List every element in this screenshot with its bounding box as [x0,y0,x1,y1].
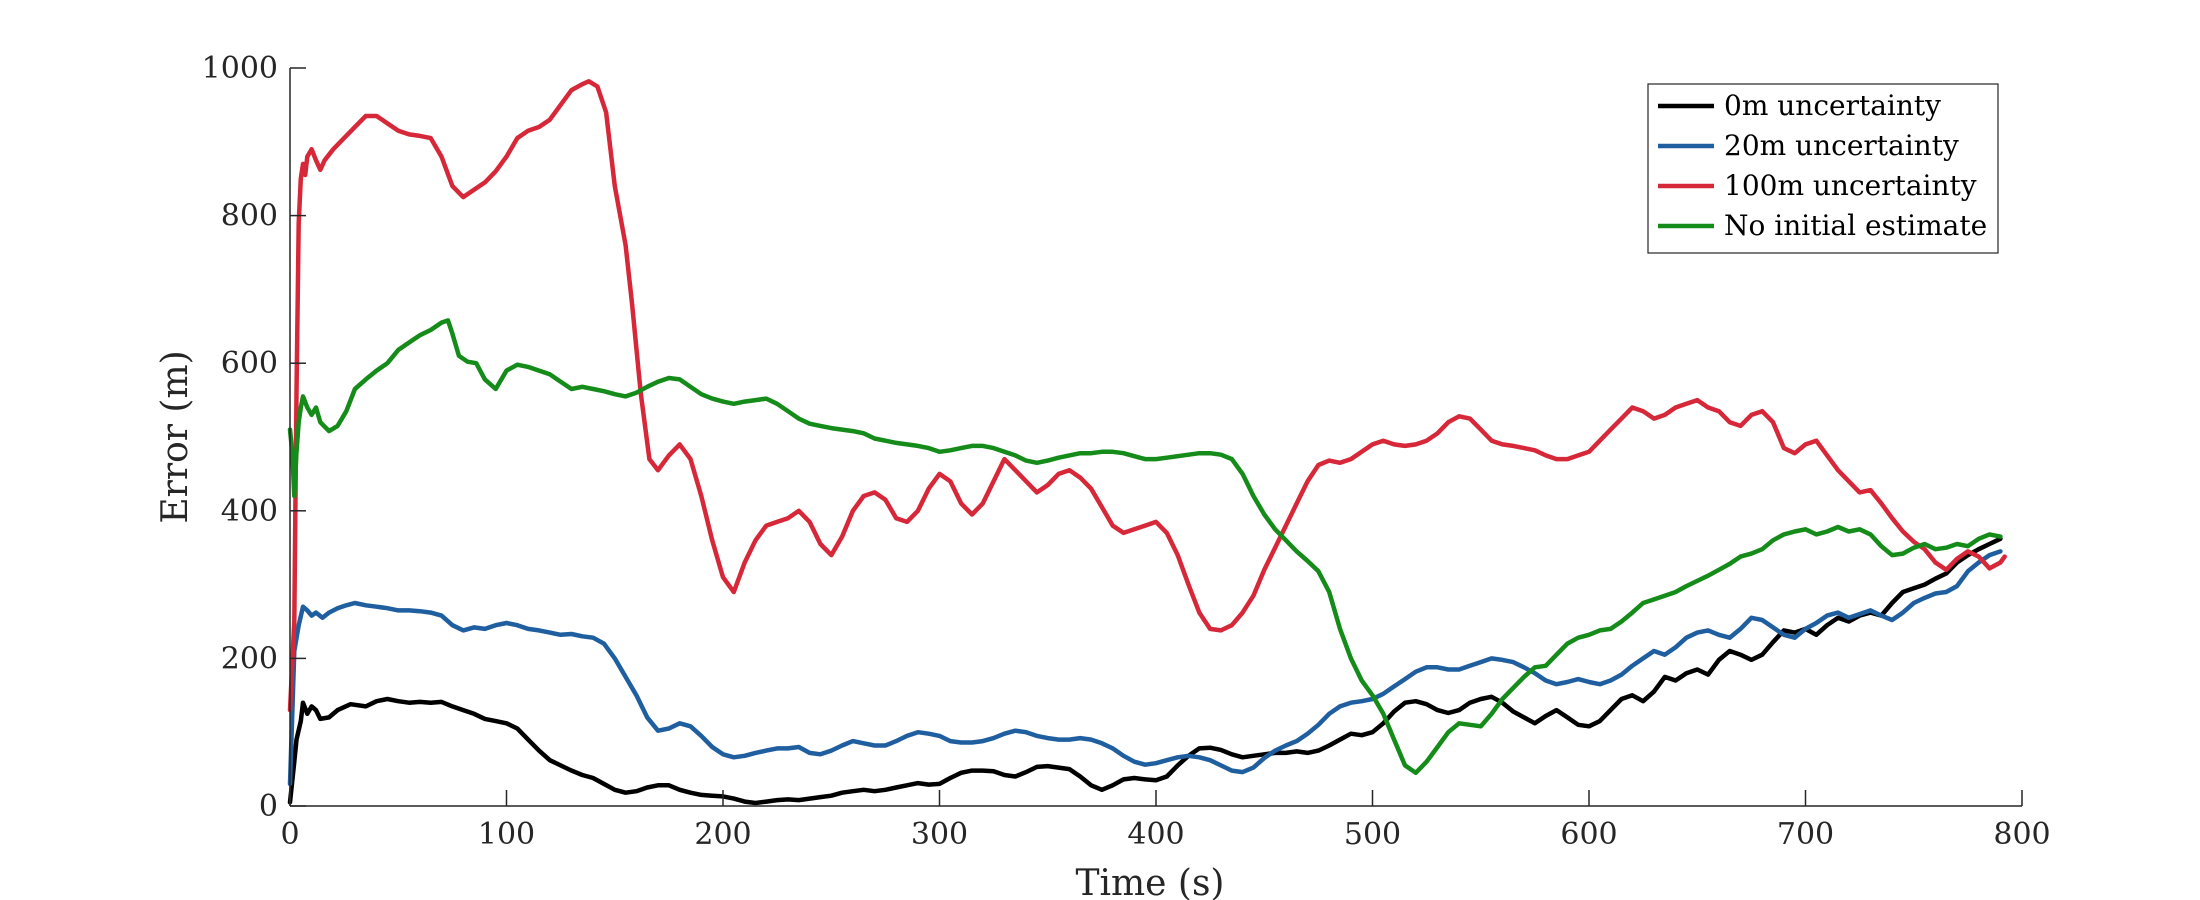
y-axis-title: Error (m) [155,350,196,523]
legend-label-0: 0m uncertainty [1724,89,1941,122]
x-tick-label: 700 [1777,817,1834,852]
y-tick-label: 600 [221,346,278,381]
y-tick-label: 200 [221,641,278,676]
series-line-0 [287,536,2003,806]
x-tick-label: 500 [1344,817,1401,852]
x-tick-label: 0 [280,817,299,852]
y-tick-label: 800 [221,199,278,234]
x-tick-label: 400 [1127,817,1184,852]
series-line-3 [287,318,2003,776]
y-tick-label: 0 [259,789,278,824]
x-tick-label: 800 [1993,817,2050,852]
series-lines [287,79,2007,806]
y-tick-label: 1000 [202,51,278,86]
x-tick-label: 300 [911,817,968,852]
x-tick-label: 200 [694,817,751,852]
series-line-1 [287,549,2003,787]
x-axis-title: Time (s) [1076,863,1225,900]
legend-label-2: 100m uncertainty [1724,169,1977,202]
legend-label-3: No initial estimate [1724,209,1987,242]
legend-label-1: 20m uncertainty [1724,129,1959,162]
x-tick-label: 100 [478,817,535,852]
series-line-2 [287,79,2007,713]
legend: 0m uncertainty 20m uncertainty 100m uncert… [1647,83,1999,254]
x-axis-ticks: 0 100 200 300 400 500 600 700 800 [280,790,2051,852]
x-tick-label: 600 [1560,817,1617,852]
y-tick-label: 400 [221,494,278,529]
y-axis-ticks: 0 200 400 600 800 1000 [202,51,306,824]
